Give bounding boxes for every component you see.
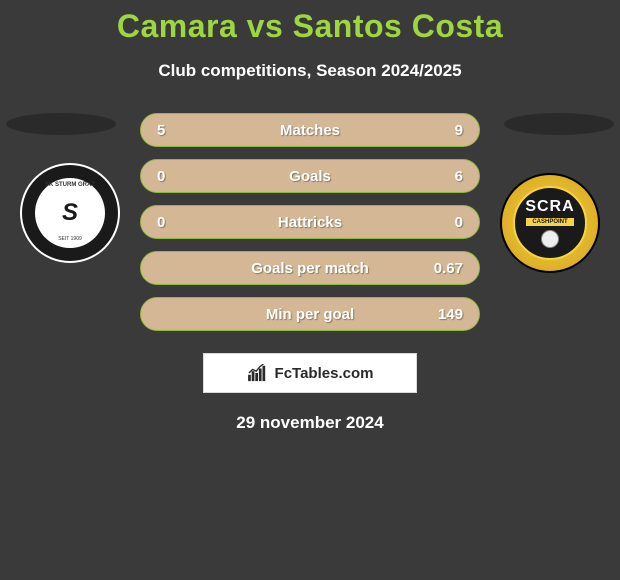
stat-left-value: 0: [157, 214, 217, 231]
stat-label: Goals per match: [251, 260, 369, 277]
team-badge-left: SK STURM GRAZ S SEIT 1909: [20, 163, 120, 263]
stat-right-value: 0: [403, 214, 463, 231]
stat-label: Goals: [289, 168, 331, 185]
shadow-left: [6, 113, 116, 135]
stat-row: Goals per match 0.67: [140, 251, 480, 285]
stat-left-value: 5: [157, 122, 217, 139]
subtitle: Club competitions, Season 2024/2025: [0, 61, 620, 81]
ball-icon: [541, 230, 559, 248]
stat-label: Hattricks: [278, 214, 342, 231]
stat-row: Min per goal 149: [140, 297, 480, 331]
page-title: Camara vs Santos Costa: [0, 8, 620, 45]
stat-row: 5 Matches 9: [140, 113, 480, 147]
stat-right-value: 0.67: [403, 260, 463, 277]
stat-right-value: 9: [403, 122, 463, 139]
stat-row: 0 Goals 6: [140, 159, 480, 193]
badge-left-top-text: SK STURM GRAZ: [45, 182, 95, 188]
team-badge-right: SCRA CASHPOINT: [500, 173, 600, 273]
brand-badge[interactable]: FcTables.com: [203, 353, 417, 393]
stat-right-value: 6: [403, 168, 463, 185]
stat-right-value: 149: [403, 306, 463, 323]
badge-left-letter: S: [62, 199, 78, 227]
badge-right-sub: CASHPOINT: [526, 218, 573, 226]
comparison-card: Camara vs Santos Costa Club competitions…: [0, 0, 620, 433]
date-text: 29 november 2024: [0, 413, 620, 433]
stats-list: 5 Matches 9 0 Goals 6 0 Hattricks 0 Goal…: [140, 113, 480, 331]
team-badge-right-inner: SCRA CASHPOINT: [513, 186, 587, 260]
shadow-right: [504, 113, 614, 135]
stat-label: Min per goal: [266, 306, 354, 323]
content-area: SK STURM GRAZ S SEIT 1909 SCRA CASHPOINT…: [0, 113, 620, 433]
badge-left-year: SEIT 1909: [58, 236, 82, 242]
badge-right-acronym: SCRA: [525, 198, 574, 216]
team-badge-left-inner: SK STURM GRAZ S SEIT 1909: [35, 178, 105, 248]
stat-row: 0 Hattricks 0: [140, 205, 480, 239]
stat-left-value: 0: [157, 168, 217, 185]
brand-text: FcTables.com: [275, 365, 374, 382]
stat-label: Matches: [280, 122, 340, 139]
bar-chart-icon: [247, 364, 269, 382]
